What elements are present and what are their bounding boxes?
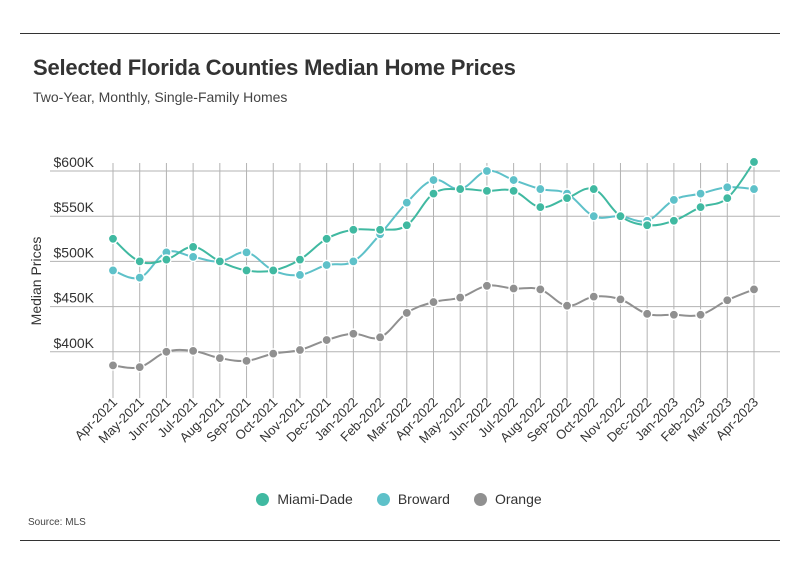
y-tick-label: $600K: [54, 154, 95, 170]
legend-marker-orange: [473, 492, 487, 506]
data-point-miami-dade: [508, 185, 519, 197]
source-note: Source: MLS: [28, 517, 86, 528]
legend-marker-broward: [376, 492, 390, 506]
data-point-orange: [134, 361, 146, 373]
legend-item-miami-dade: Miami-Dade: [256, 491, 353, 507]
data-point-orange: [321, 334, 332, 346]
data-point-broward: [348, 256, 359, 267]
data-point-miami-dade: [428, 188, 439, 199]
data-point-broward: [294, 269, 306, 281]
data-point-miami-dade: [348, 224, 359, 236]
y-tick-label: $450K: [54, 290, 95, 306]
data-point-miami-dade: [695, 201, 706, 213]
data-point-broward: [134, 272, 146, 283]
data-point-broward: [321, 259, 332, 271]
data-point-miami-dade: [241, 265, 252, 276]
data-point-miami-dade: [401, 219, 413, 231]
data-point-orange: [695, 309, 706, 321]
data-point-miami-dade: [721, 192, 733, 204]
chart-subtitle: Two-Year, Monthly, Single-Family Homes: [33, 89, 288, 105]
data-point-broward: [241, 247, 252, 258]
data-point-orange: [481, 280, 493, 292]
data-point-orange: [588, 291, 600, 302]
data-point-orange: [374, 332, 386, 343]
data-point-orange: [214, 352, 226, 364]
data-point-miami-dade: [588, 183, 600, 195]
data-point-orange: [348, 328, 359, 340]
data-point-miami-dade: [107, 233, 119, 245]
data-point-miami-dade: [615, 210, 626, 222]
data-point-orange: [561, 300, 573, 311]
data-point-miami-dade: [641, 219, 653, 231]
data-point-miami-dade: [668, 215, 680, 227]
legend-label-miami-dade: Miami-Dade: [277, 491, 353, 507]
data-point-orange: [535, 284, 546, 295]
y-tick-label: $400K: [54, 335, 95, 351]
y-tick-label: $500K: [54, 244, 95, 260]
y-axis-label: Median Prices: [28, 237, 44, 326]
data-point-miami-dade: [535, 201, 546, 213]
data-point-broward: [401, 197, 413, 208]
data-point-broward: [508, 174, 519, 186]
data-point-miami-dade: [561, 192, 573, 204]
chart-legend: Miami-Dade Broward Orange: [0, 491, 798, 507]
data-point-orange: [267, 348, 279, 359]
data-point-broward: [721, 181, 733, 193]
data-point-miami-dade: [374, 224, 386, 236]
data-point-orange: [641, 308, 653, 320]
data-point-orange: [615, 294, 626, 305]
data-point-orange: [748, 284, 760, 295]
legend-item-orange: Orange: [473, 491, 542, 507]
data-point-broward: [535, 183, 546, 195]
data-point-orange: [668, 309, 680, 321]
data-point-broward: [107, 265, 119, 276]
legend-label-orange: Orange: [494, 491, 542, 507]
bottom-rule: [20, 540, 780, 541]
data-point-orange: [428, 296, 439, 308]
data-point-orange: [401, 307, 413, 319]
data-point-broward: [187, 251, 199, 263]
data-point-broward: [695, 188, 706, 199]
data-point-orange: [187, 345, 199, 357]
chart-title: Selected Florida Counties Median Home Pr…: [33, 55, 516, 80]
legend-item-broward: Broward: [376, 491, 450, 507]
data-point-orange: [454, 292, 466, 303]
data-point-miami-dade: [454, 183, 466, 195]
legend-label-broward: Broward: [397, 491, 450, 507]
data-point-miami-dade: [481, 185, 493, 197]
data-point-orange: [241, 355, 252, 367]
data-point-orange: [721, 294, 733, 306]
data-point-miami-dade: [294, 254, 306, 265]
data-point-miami-dade: [214, 256, 226, 267]
data-point-miami-dade: [134, 256, 146, 267]
top-rule: [20, 33, 780, 34]
y-tick-label: $550K: [54, 199, 95, 215]
data-point-orange: [107, 360, 119, 371]
data-point-broward: [428, 174, 439, 186]
data-point-broward: [588, 210, 600, 222]
data-point-miami-dade: [321, 233, 332, 245]
data-point-orange: [508, 283, 519, 294]
data-point-miami-dade: [267, 265, 279, 276]
data-point-miami-dade: [161, 254, 172, 265]
data-point-miami-dade: [187, 241, 199, 253]
legend-marker-miami-dade: [256, 492, 270, 506]
data-point-broward: [748, 183, 760, 195]
data-point-broward: [668, 194, 680, 206]
data-point-broward: [481, 165, 493, 177]
data-point-miami-dade: [748, 156, 760, 168]
data-point-orange: [161, 346, 172, 358]
data-point-orange: [294, 344, 306, 356]
